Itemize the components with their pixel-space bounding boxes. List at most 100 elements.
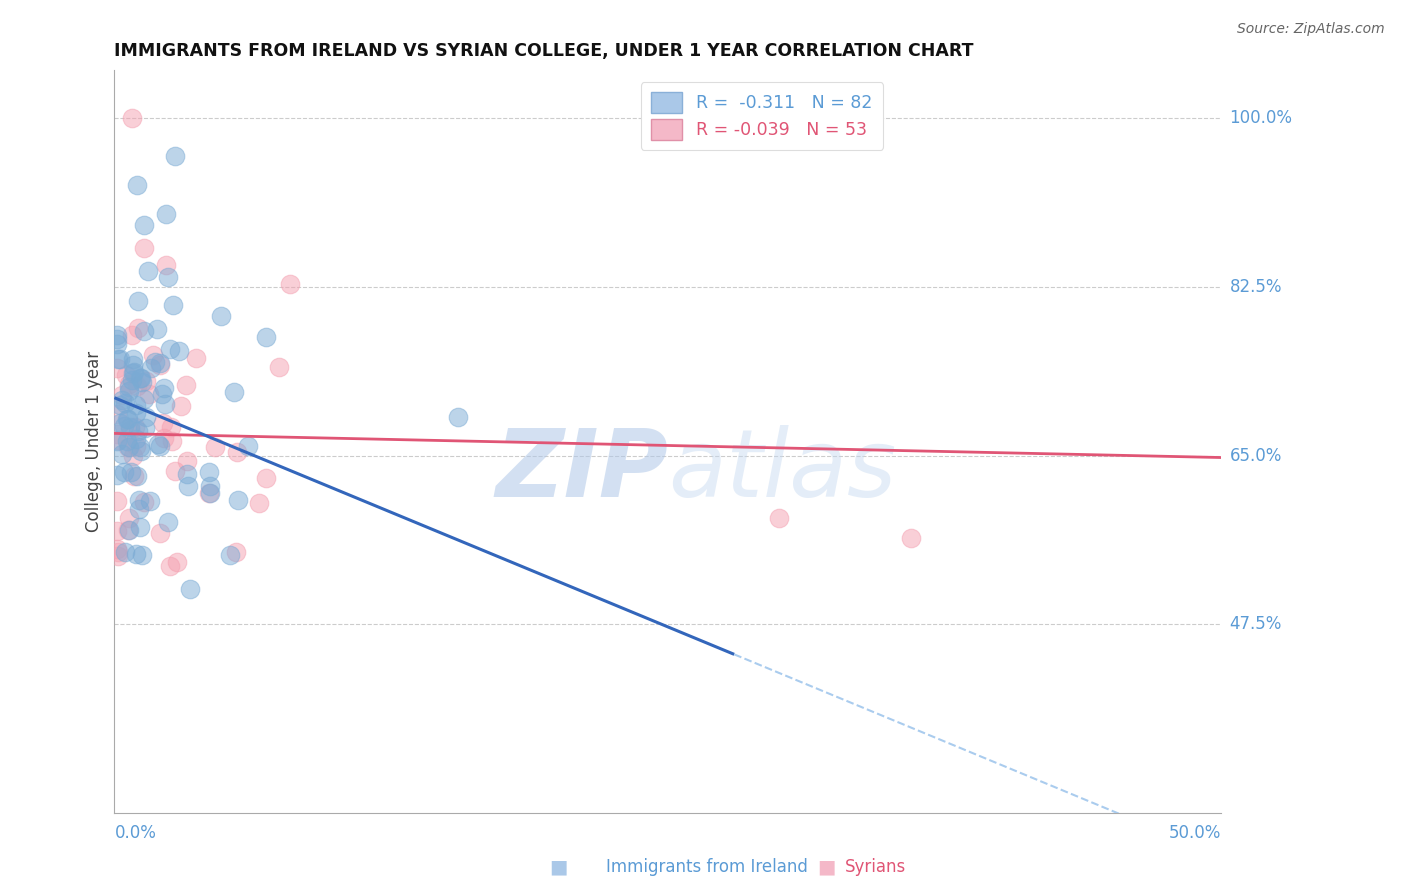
Point [107,433,129,447]
Point [105,434,128,449]
Point [149,439,172,453]
Point [132,241,155,255]
Point [225,545,247,559]
Point [111,388,134,402]
Point [170,399,193,413]
Point [146,322,169,336]
Point [169,344,191,359]
Point [159,343,181,357]
Point [129,520,152,534]
Text: IMMIGRANTS FROM IRELAND VS SYRIAN COLLEGE, UNDER 1 YEAR CORRELATION CHART: IMMIGRANTS FROM IRELAND VS SYRIAN COLLEG… [114,42,974,60]
Point [105,360,128,375]
Point [176,454,198,468]
Point [768,511,790,525]
Point [152,416,174,430]
Point [117,523,139,537]
Point [176,467,198,482]
Point [153,431,176,445]
Point [121,373,143,387]
Point [138,386,160,401]
Point [204,440,226,454]
Point [125,432,148,446]
Point [118,384,141,398]
Point [179,582,201,596]
Point [117,434,139,448]
Point [120,465,142,479]
Point [107,545,129,559]
Point [159,558,181,573]
Point [267,360,290,375]
Point [118,441,141,455]
Point [131,548,153,562]
Y-axis label: College, Under 1 year: College, Under 1 year [86,351,103,532]
Text: ■: ■ [817,857,835,877]
Point [142,348,165,362]
Point [127,424,149,438]
Point [105,327,128,342]
Point [105,336,128,351]
Point [139,494,162,508]
Point [155,258,177,272]
Point [125,439,148,453]
Point [122,450,145,464]
Point [900,531,922,545]
Point [125,406,148,420]
Text: Immigrants from Ireland: Immigrants from Ireland [606,858,807,876]
Text: Syrians: Syrians [845,858,905,876]
Point [176,377,198,392]
Point [228,492,250,507]
Point [127,379,149,393]
Point [157,515,180,529]
Point [107,549,129,564]
Point [222,384,245,399]
Point [149,525,172,540]
Point [132,324,155,338]
Point [128,502,150,516]
Point [165,464,187,478]
Point [118,376,141,391]
Point [162,298,184,312]
Text: 50.0%: 50.0% [1168,824,1222,842]
Point [105,542,128,557]
Point [198,485,221,500]
Point [219,548,242,562]
Point [149,356,172,370]
Point [105,524,128,539]
Point [254,471,277,485]
Point [118,420,141,434]
Point [125,469,148,483]
Point [184,351,207,365]
Point [125,547,148,561]
Text: atlas: atlas [668,425,896,516]
Point [132,392,155,407]
Point [108,398,131,412]
Point [249,496,271,510]
Point [148,437,170,451]
Point [149,359,172,373]
Point [115,411,138,425]
Text: 0.0%: 0.0% [114,824,156,842]
Point [131,375,153,389]
Point [114,396,136,410]
Point [121,111,143,125]
Text: 82.5%: 82.5% [1230,277,1282,296]
Point [117,523,139,537]
Point [117,440,139,454]
Point [128,493,150,508]
Point [446,409,468,424]
Point [166,555,188,569]
Point [105,467,128,482]
Point [150,387,173,401]
Point [198,465,221,479]
Point [105,493,128,508]
Point [121,359,143,373]
Point [115,368,138,383]
Point [128,370,150,384]
Point [127,178,149,193]
Point [105,426,128,441]
Point [136,264,159,278]
Point [129,444,152,458]
Point [209,310,232,324]
Point [177,479,200,493]
Point [112,419,135,434]
